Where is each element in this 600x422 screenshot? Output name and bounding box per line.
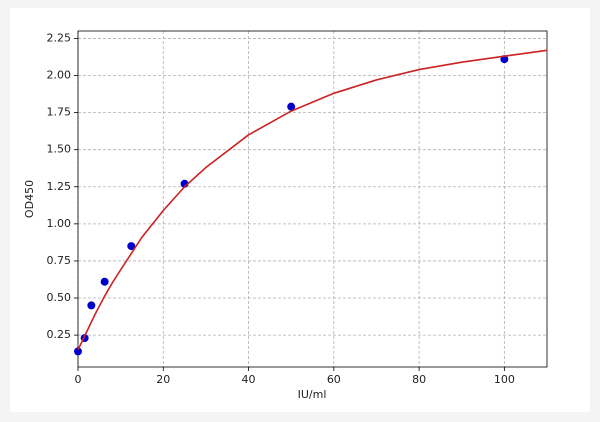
y-tick-label: 1.00 xyxy=(47,217,72,230)
x-axis-label: IU/ml xyxy=(298,388,327,401)
y-tick-label: 0.50 xyxy=(47,291,72,304)
data-point xyxy=(87,301,96,310)
x-tick-label: 20 xyxy=(156,373,170,386)
y-tick-label: 0.25 xyxy=(47,328,72,341)
y-tick-label: 2.25 xyxy=(47,31,72,44)
y-tick-label: 1.25 xyxy=(47,180,72,193)
data-point xyxy=(74,347,82,356)
x-tick-label: 40 xyxy=(242,373,256,386)
plot-frame xyxy=(77,30,548,368)
y-tick-label: 1.75 xyxy=(47,106,72,119)
y-tick-label: 0.75 xyxy=(47,254,72,267)
data-point xyxy=(100,277,109,286)
data-point xyxy=(287,102,296,111)
figure-background xyxy=(10,8,590,412)
fit-curve xyxy=(77,49,548,351)
x-tick-label: 60 xyxy=(327,373,341,386)
y-axis-label: OD450 xyxy=(23,180,36,218)
x-tick-label: 100 xyxy=(494,373,515,386)
x-tick-label: 80 xyxy=(412,373,426,386)
x-tick-label: 0 xyxy=(75,373,82,386)
y-tick-label: 1.50 xyxy=(47,143,72,156)
data-point xyxy=(127,242,136,251)
y-tick-label: 2.00 xyxy=(47,69,72,82)
